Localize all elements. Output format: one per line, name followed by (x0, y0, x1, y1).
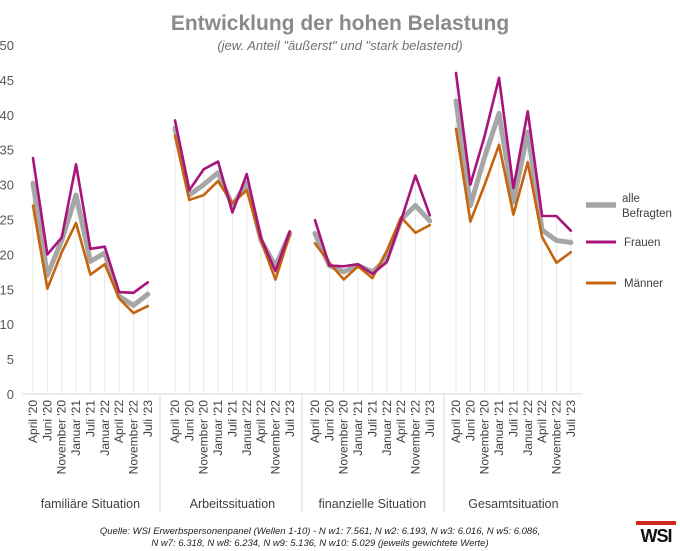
x-tick-label: April '22 (535, 400, 549, 443)
x-tick-label: Juni '20 (463, 400, 477, 441)
x-tick-label: November '22 (268, 400, 282, 475)
series-line-gesamtsituation-frauen (454, 71, 573, 232)
legend-label: Frauen (624, 237, 660, 249)
x-tick-label: Januar '21 (211, 400, 225, 456)
x-tick-label: Juli '21 (506, 400, 520, 437)
x-tick-label: Juli '23 (141, 400, 155, 437)
x-tick-label: Juli '23 (564, 400, 578, 437)
y-tick-label: 0 (7, 387, 14, 402)
series-line-familiäre-situation-männer (31, 204, 150, 315)
y-tick-label: 30 (0, 178, 14, 193)
y-tick-label: 35 (0, 143, 14, 158)
x-tick-label: Januar '22 (380, 400, 394, 456)
series-line-familiäre-situation-alle-befragten (30, 180, 151, 308)
series-line-arbeitssituation-männer (173, 134, 292, 281)
x-tick-label: April '20 (308, 400, 322, 443)
x-tick-label: November '20 (478, 400, 492, 475)
x-tick-label: Juni '20 (40, 400, 54, 441)
legend-label: Befragten (622, 208, 672, 220)
group-label: Gesamtsituation (468, 497, 558, 511)
x-tick-label: Juli '23 (423, 400, 437, 437)
x-tick-label: April '20 (449, 400, 463, 443)
x-tick-label: Juli '21 (225, 400, 239, 437)
y-tick-label: 20 (0, 247, 14, 262)
series-line-arbeitssituation-frauen (173, 119, 292, 273)
y-tick-label: 15 (0, 282, 14, 297)
group-label: Arbeitssituation (190, 497, 276, 511)
x-tick-label: Juli '21 (83, 400, 97, 437)
legend-label: Männer (624, 278, 663, 290)
series-line-finanzielle-situation-männer (313, 216, 432, 281)
chart-subtitle: (jew. Anteil "äußerst" und "stark belast… (217, 38, 463, 53)
series-line-finanzielle-situation-alle-befragten (312, 203, 433, 275)
source-note-line-1: Quelle: WSI Erwerbspersonenpanel (Wellen… (99, 526, 541, 537)
x-tick-label: Januar '22 (240, 400, 254, 456)
x-tick-label: Juni '20 (182, 400, 196, 441)
x-tick-label: Januar '22 (98, 400, 112, 456)
x-tick-label: November '20 (337, 400, 351, 475)
y-tick-label: 50 (0, 38, 14, 53)
y-tick-label: 25 (0, 213, 14, 228)
x-tick-label: April '20 (168, 400, 182, 443)
logo-text: WSI (640, 526, 673, 546)
logo-bar (636, 521, 676, 525)
x-tick-label: November '22 (408, 400, 422, 475)
series-line-gesamtsituation-männer (454, 127, 573, 265)
series-line-familiäre-situation-frauen (31, 156, 150, 295)
x-tick-label: April '22 (112, 400, 126, 443)
group-label: familiäre Situation (41, 497, 140, 511)
group-label: finanzielle Situation (319, 497, 427, 511)
y-tick-label: 45 (0, 73, 14, 88)
x-tick-label: November '20 (197, 400, 211, 475)
series-line-finanzielle-situation-frauen (313, 174, 432, 276)
source-note-line-2: N w7: 6.318, N w8: 6.234, N w9: 5.136, N… (151, 538, 489, 549)
x-tick-label: Januar '21 (69, 400, 83, 456)
y-tick-label: 5 (7, 352, 14, 367)
series-line-gesamtsituation-alle-befragten (453, 98, 574, 246)
x-tick-label: November '22 (549, 400, 563, 475)
y-tick-label: 40 (0, 108, 14, 123)
x-tick-label: Januar '21 (492, 400, 506, 456)
x-tick-label: November '22 (126, 400, 140, 475)
x-tick-label: Juli '21 (365, 400, 379, 437)
x-tick-label: April '22 (254, 400, 268, 443)
chart-title: Entwicklung der hohen Belastung (170, 12, 510, 35)
x-tick-label: November '20 (55, 400, 69, 475)
x-tick-label: Juli '23 (283, 400, 297, 437)
legend-label: alle (622, 193, 640, 205)
y-tick-label: 10 (0, 317, 14, 332)
wsi-logo: WSI (636, 521, 676, 547)
x-tick-label: Juni '20 (322, 400, 336, 441)
x-tick-label: April '20 (26, 400, 40, 443)
x-tick-label: Januar '22 (521, 400, 535, 456)
x-tick-label: April '22 (394, 400, 408, 443)
x-tick-label: Januar '21 (351, 400, 365, 456)
